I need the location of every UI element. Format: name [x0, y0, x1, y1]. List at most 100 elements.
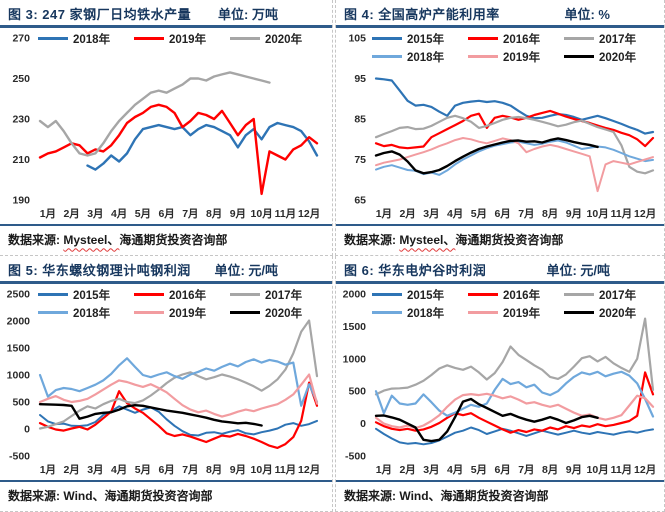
figure-title: 图 5: 华东螺纹钢理计吨钢利润: [8, 263, 191, 279]
axis-tick-label: 6月: [494, 464, 510, 476]
axis-tick-label: 12月: [634, 464, 656, 476]
unit-label: 单位: 万吨: [218, 7, 278, 23]
axis-tick-label: 3月: [87, 464, 103, 476]
source-prefix: 数据来源:: [8, 233, 64, 248]
axis-tick-label: 11月: [275, 208, 297, 220]
series-line-2016年: [38, 381, 319, 449]
panel-fig4: 图 4: 全国高炉产能利用率 单位: % 105 95 85 75 65 1月 2月 3月 4月…: [335, 0, 665, 256]
data-source-note: 数据来源: Mysteel、海通期货投资咨询部: [0, 226, 332, 255]
axis-tick-label: 1月: [376, 464, 392, 476]
axis-tick-label: 1000: [343, 353, 367, 365]
chart-area-fig5: 2500 2000 1500 1000 500 0 -500 1月 2月 3月 4月 5月 6月 7月 8月…: [0, 284, 332, 480]
axis-tick-label: 10月: [251, 208, 273, 220]
axis-tick-label: 7月: [518, 464, 534, 476]
series-line-2020年: [38, 402, 263, 427]
chart-area-fig4: 105 95 85 75 65 1月 2月 3月 4月 5月 6月 7月 8月 9月 10月 11月 12月 2…: [336, 28, 664, 224]
axis-tick-label: 3月: [423, 464, 439, 476]
axis-tick-label: 0: [24, 423, 30, 435]
series-line-2019年: [374, 392, 655, 429]
source-text: 海通期货投资咨询部: [455, 233, 564, 248]
line-chart-fig5: 2500 2000 1500 1000 500 0 -500 1月 2月 3月 4月 5月 6月 7月 8月…: [7, 288, 321, 476]
axis-tick-label: 4月: [447, 464, 463, 476]
axis-tick-label: 11月: [275, 464, 297, 476]
axis-tick-label: 10月: [251, 464, 273, 476]
axis-tick-label: 2500: [7, 288, 31, 300]
axis-tick-label: 230: [12, 113, 30, 125]
data-source-note: 数据来源: Wind、海通期货投资咨询部: [0, 482, 332, 511]
axis-tick-label: 1月: [376, 208, 392, 220]
axis-tick-label: 4月: [111, 208, 127, 220]
series-line-2018年: [375, 139, 654, 176]
line-chart-fig6: 2000 1500 1000 500 0 -500 1月 2月 3月 4月 5月 6月 7月 8月 9月 10…: [343, 288, 657, 476]
axis-tick-label: 1500: [7, 342, 31, 354]
axis-tick-label: 1500: [343, 320, 367, 332]
axis-tick-label: 1000: [7, 369, 31, 381]
axis-tick-label: 1月: [40, 208, 56, 220]
unit-label: 单位: 元/吨: [546, 263, 610, 279]
axis-tick-label: 95: [354, 73, 366, 85]
axis-tick-label: 12月: [298, 208, 320, 220]
series-line-2019年: [38, 103, 319, 195]
series-line-2016年: [374, 109, 655, 149]
axis-tick-label: 2000: [343, 288, 367, 300]
axis-tick-label: 75: [354, 154, 366, 166]
axis-tick-label: 8月: [542, 208, 558, 220]
panel-header: 图 4: 全国高炉产能利用率 单位: %: [336, 0, 664, 25]
axis-tick-label: 7月: [518, 208, 534, 220]
footer-divider-rule: [336, 479, 664, 483]
panel-fig3: 图 3: 247 家钢厂日均铁水产量 单位: 万吨 270 250 230 210 19…: [0, 0, 333, 256]
series-line-2020年: [374, 136, 599, 175]
header-divider-rule: [336, 24, 664, 28]
axis-tick-label: 210: [12, 154, 30, 166]
axis-tick-label: 0: [360, 418, 366, 430]
source-prefix: 数据来源:: [344, 233, 400, 248]
source-prefix: 数据来源:: [344, 489, 400, 504]
footer-divider-rule: [336, 223, 664, 227]
axis-tick-label: 65: [354, 194, 366, 206]
axis-tick-label: 190: [12, 194, 30, 206]
chart-area-fig6: 2000 1500 1000 500 0 -500 1月 2月 3月 4月 5月 6月 7月 8月 9月 10…: [336, 284, 664, 480]
figure-title: 图 6: 华东电炉谷时利润: [344, 263, 487, 279]
axis-tick-label: 5月: [471, 464, 487, 476]
axis-tick-label: 11月: [611, 464, 633, 476]
axis-tick-label: 10月: [587, 208, 609, 220]
axis-tick-label: 11月: [611, 208, 633, 220]
series-line-2015年: [374, 76, 655, 135]
source-spellcheck-word: Mysteel、: [63, 233, 120, 248]
series-line-2020年: [38, 70, 271, 157]
axis-tick-label: 9月: [230, 208, 246, 220]
unit-label: 单位: %: [564, 7, 610, 23]
source-text: 海通期货投资咨询部: [119, 233, 228, 248]
source-prefix: 数据来源:: [8, 489, 64, 504]
footer-divider-rule: [0, 223, 332, 227]
axis-tick-label: -500: [345, 450, 366, 462]
figure-title: 图 3: 247 家钢厂日均铁水产量: [8, 7, 192, 23]
series-line-2015年: [39, 404, 318, 437]
line-chart-fig4: 105 95 85 75 65 1月 2月 3月 4月 5月 6月 7月 8月 9月 10月 11月 12月: [348, 32, 656, 220]
series-line-2017年: [38, 318, 319, 430]
series-line-2019年: [38, 372, 319, 418]
axis-tick-label: -500: [9, 450, 30, 462]
axis-tick-label: 4月: [111, 464, 127, 476]
panel-fig5: 图 5: 华东螺纹钢理计吨钢利润 单位: 元/吨 2500 2000 1500 100…: [0, 256, 333, 512]
axis-tick-label: 5月: [135, 464, 151, 476]
axis-tick-label: 2000: [7, 315, 31, 327]
series-line-2019年: [375, 136, 654, 192]
panel-fig6: 图 6: 华东电炉谷时利润 单位: 元/吨 2000 1500 1000 500 0 -5…: [335, 256, 665, 512]
source-text: Wind、海通期货投资咨询部: [399, 489, 549, 504]
header-divider-rule: [0, 280, 332, 284]
axis-tick-label: 9月: [566, 464, 582, 476]
axis-tick-label: 8月: [542, 464, 558, 476]
series-line-2017年: [374, 317, 655, 396]
unit-label: 单位: 元/吨: [214, 263, 278, 279]
axis-tick-label: 85: [354, 113, 366, 125]
line-chart-fig3: 270 250 230 210 190 1月 2月 3月 4月 5月 6月 7月 8月 9月 10月 11月 1…: [12, 32, 320, 220]
series-line-2018年: [86, 121, 319, 171]
axis-tick-label: 6月: [158, 208, 174, 220]
axis-tick-label: 250: [12, 73, 30, 85]
source-text: Wind、海通期货投资咨询部: [63, 489, 213, 504]
axis-tick-label: 6月: [494, 208, 510, 220]
source-spellcheck-word: Mysteel、: [399, 233, 456, 248]
axis-tick-label: 7月: [182, 208, 198, 220]
